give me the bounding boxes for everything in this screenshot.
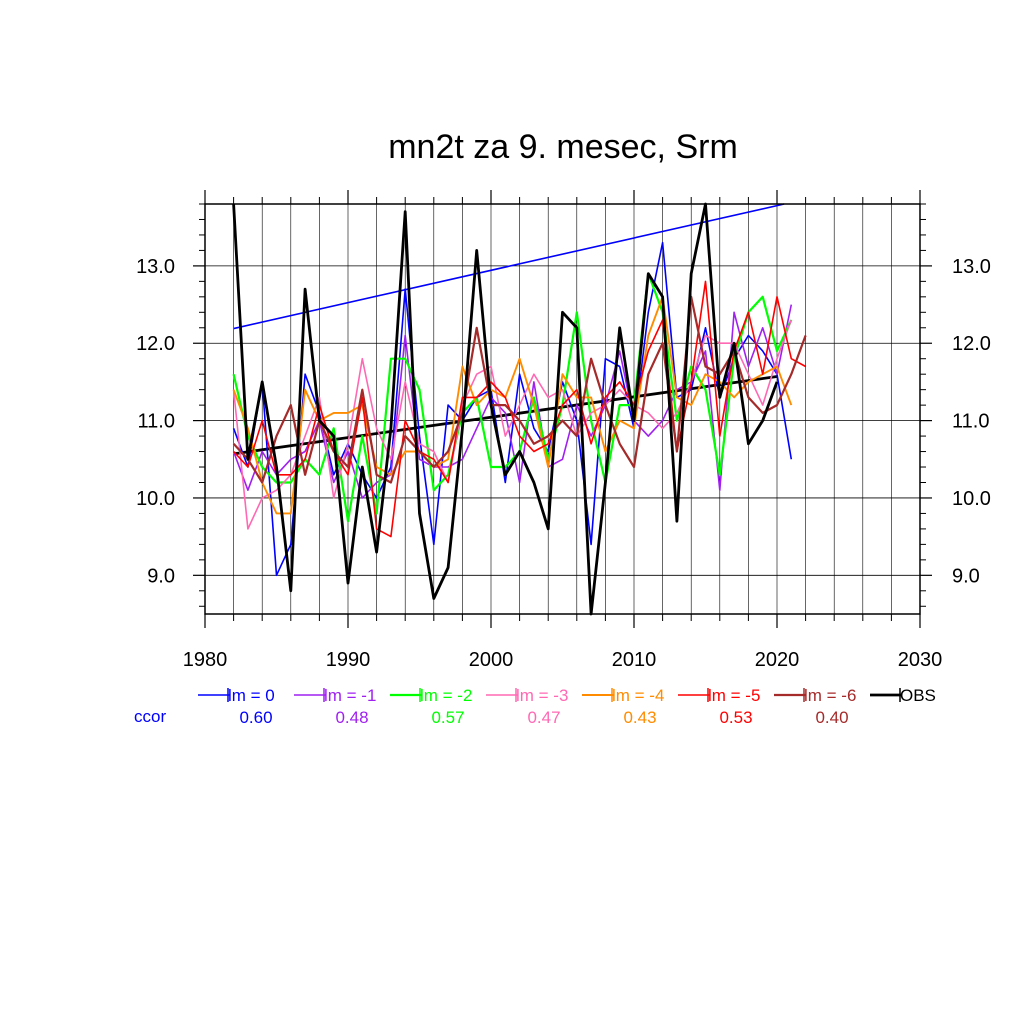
y-tick-label-left: 11.0	[138, 411, 175, 433]
y-tick-label-right: 13.0	[952, 256, 991, 278]
y-tick-label-right: 9.0	[952, 565, 980, 587]
legend-label: lm = 0	[228, 686, 275, 705]
legend-label: lm = -4	[612, 686, 664, 705]
series-line	[232, 295, 793, 515]
y-tick-label-right: 11.0	[952, 411, 989, 433]
legend-label: lm = -5	[708, 686, 760, 705]
legend-label: OBS	[900, 686, 936, 705]
ccor-value: 0.53	[719, 708, 752, 727]
plot-frame	[204, 203, 921, 615]
ccor-label: ccor	[134, 707, 166, 726]
trend-line	[233, 203, 785, 330]
ccor-value: 0.40	[815, 708, 848, 727]
y-tick-label-left: 9.0	[147, 565, 175, 587]
x-tick-label: 1980	[183, 649, 228, 671]
x-tick-label: 1990	[326, 649, 371, 671]
ccor-value: 0.60	[239, 708, 272, 727]
chart-title: mn2t za 9. mesec, Srm	[388, 128, 738, 166]
legend: lm = 0 0.60 lm = -1 0.48 lm = -2 0.57 lm = -3 0…	[198, 686, 936, 727]
series-lines	[232, 202, 807, 616]
series-line	[233, 280, 806, 538]
legend-label: lm = -3	[516, 686, 568, 705]
ccor-value: 0.47	[527, 708, 560, 727]
x-tick-label: 2000	[469, 649, 514, 671]
legend-label: lm = -1	[324, 686, 376, 705]
ccor-value: 0.43	[623, 708, 656, 727]
x-tick-label: 2020	[755, 649, 800, 671]
legend-label: lm = -6	[804, 686, 856, 705]
y-tick-label-right: 10.0	[952, 488, 991, 510]
ccor-value: 0.48	[335, 708, 368, 727]
series-line	[232, 319, 793, 530]
y-tick-label-left: 10.0	[136, 488, 175, 510]
axis-ticks: 1980 1990 2000 2010 2020 2030 9.0 9.0 10.0 10.0 11…	[136, 190, 991, 671]
y-tick-label-left: 13.0	[136, 256, 175, 278]
x-tick-label: 2010	[612, 649, 657, 671]
y-tick-label-right: 12.0	[952, 333, 991, 355]
series-line	[232, 202, 779, 616]
ccor-value: 0.57	[431, 708, 464, 727]
series-line	[232, 295, 807, 484]
y-tick-label-left: 12.0	[136, 333, 175, 355]
x-tick-label: 2030	[898, 649, 943, 671]
legend-label: lm = -2	[420, 686, 472, 705]
